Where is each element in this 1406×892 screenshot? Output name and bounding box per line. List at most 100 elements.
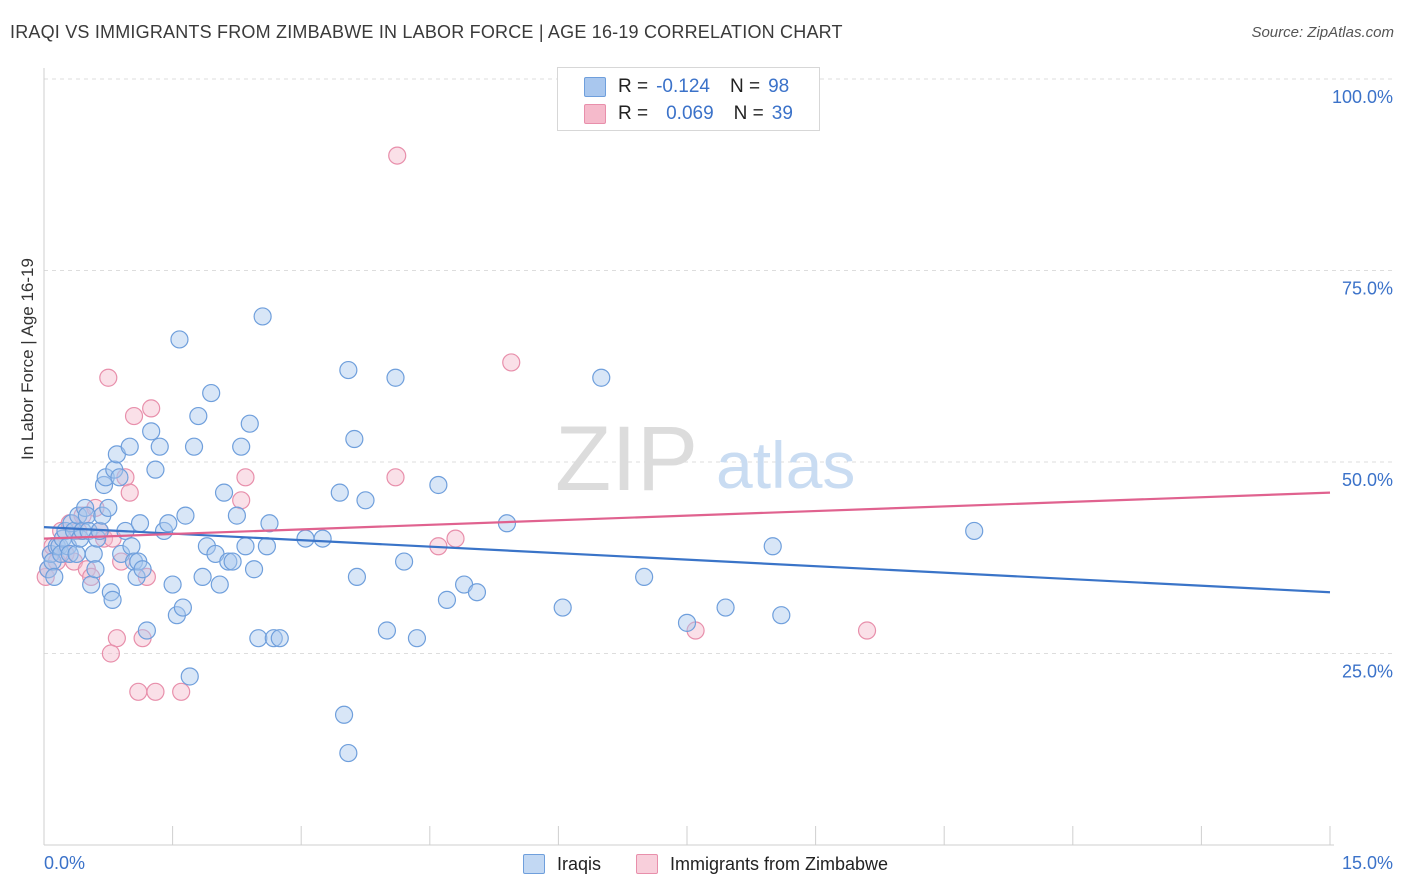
y-tick-label: 75.0% [1342, 279, 1393, 299]
x-ticks [43, 826, 1331, 845]
iraqi-point [467, 583, 487, 602]
iraqi-point [635, 567, 654, 587]
legend-n-value: 98 [768, 76, 790, 97]
zimbabwe-point [101, 644, 120, 663]
zimbabwe-point [386, 468, 405, 487]
source-label: Source: ZipAtlas.com [1251, 24, 1394, 41]
legend-n-label: N = [733, 103, 764, 124]
zimbabwe-point [172, 682, 191, 701]
iraqi-trend-line [43, 526, 1331, 594]
iraqi-point [407, 629, 427, 648]
iraqi-point [120, 437, 139, 456]
zimbabwe-point [146, 682, 165, 701]
iraqi-point [45, 567, 64, 587]
iraqi-point [99, 498, 118, 518]
iraqi-point [202, 383, 221, 403]
iraqi-point [189, 406, 208, 426]
axes [43, 68, 1334, 846]
y-tick-labels: 25.0% 50.0% 75.0% 100.0% [1332, 87, 1393, 682]
iraqi-point [130, 514, 150, 533]
iraqi-point [244, 560, 264, 579]
iraqi-point [193, 567, 212, 587]
iraqi-point [101, 583, 120, 602]
zimbabwe-point [502, 353, 521, 372]
zimbabwe-point [124, 406, 144, 426]
x-tick-label-max: 15.0% [1342, 853, 1393, 873]
zimbabwe-point [857, 621, 877, 640]
iraqi-point [77, 506, 96, 525]
legend-swatch-zimbabwe-bottom [636, 854, 658, 874]
iraqi-point [76, 498, 95, 518]
iraqi-point [137, 621, 156, 640]
gridlines [44, 78, 1392, 654]
zimbabwe-point [120, 483, 139, 502]
iraqi-point [210, 575, 229, 594]
zimbabwe-points [36, 146, 877, 701]
legend-n-value: 39 [771, 103, 793, 124]
iraqi-point [339, 360, 358, 380]
iraqi-point [296, 529, 315, 548]
iraqi-point [345, 429, 364, 449]
legend-r-value: -0.124 [656, 76, 710, 97]
watermark-zip: ZIP [555, 408, 698, 510]
iraqi-point [257, 537, 277, 556]
iraqi-point [122, 537, 141, 556]
legend-row-iraqi: R = -0.124 N = 98 [584, 74, 809, 100]
iraqi-point [253, 307, 272, 326]
iraqi-point [103, 590, 122, 609]
zimbabwe-point [142, 399, 161, 418]
zimbabwe-point [446, 529, 465, 548]
iraqi-point [334, 705, 354, 724]
zimbabwe-point [236, 468, 255, 487]
legend-item-iraqis: Iraqis [523, 851, 601, 877]
y-tick-label: 100.0% [1332, 87, 1393, 107]
iraqi-points [39, 307, 984, 763]
iraqi-point [240, 414, 259, 433]
iraqi-point [176, 506, 195, 525]
iraqi-point [437, 590, 457, 609]
watermark: ZIP atlas [555, 408, 855, 510]
legend-row-zimbabwe: R = 0.069 N = 39 [584, 101, 813, 127]
legend-swatch-iraqis [523, 854, 545, 874]
iraqi-point [219, 552, 238, 571]
iraqi-point [356, 491, 375, 510]
iraqi-point [184, 437, 204, 456]
iraqi-point [67, 544, 86, 564]
correlation-legend: R = -0.124 N = 98 R = 0.069 N = 39 [557, 67, 820, 131]
iraqi-point [716, 598, 735, 617]
iraqi-point [339, 743, 358, 763]
legend-r-label: R = [618, 103, 649, 124]
zimbabwe-point [388, 146, 407, 165]
iraqi-point [236, 537, 255, 556]
iraqi-point [677, 613, 697, 632]
trend-lines [43, 491, 1331, 594]
iraqi-point [772, 606, 791, 625]
legend-label-zimbabwe: Immigrants from Zimbabwe [670, 853, 889, 874]
iraqi-point [260, 514, 279, 533]
iraqi-point [249, 629, 268, 648]
iraqi-point [386, 368, 405, 387]
iraqi-point [150, 437, 169, 456]
iraqi-point [227, 506, 246, 525]
iraqi-point [347, 567, 367, 587]
iraqi-point [264, 629, 283, 648]
iraqi-point [133, 560, 152, 579]
legend-swatch-iraqi [584, 77, 606, 97]
iraqi-point [232, 437, 251, 456]
zimbabwe-trend-line [43, 491, 1331, 540]
iraqi-point [170, 330, 189, 349]
iraqi-point [313, 529, 332, 548]
iraqi-point [330, 483, 349, 502]
zimbabwe-point [99, 368, 118, 387]
iraqi-point [173, 598, 192, 617]
iraqi-point [84, 544, 103, 564]
iraqi-point [377, 621, 397, 640]
watermark-atlas: atlas [716, 428, 855, 502]
iraqi-point [592, 368, 611, 387]
iraqi-point [110, 468, 129, 487]
y-tick-label: 50.0% [1342, 470, 1393, 490]
iraqi-point [553, 598, 572, 617]
legend-swatch-zimbabwe [584, 104, 606, 124]
x-tick-label-min: 0.0% [44, 853, 85, 873]
iraqi-point [163, 575, 182, 594]
